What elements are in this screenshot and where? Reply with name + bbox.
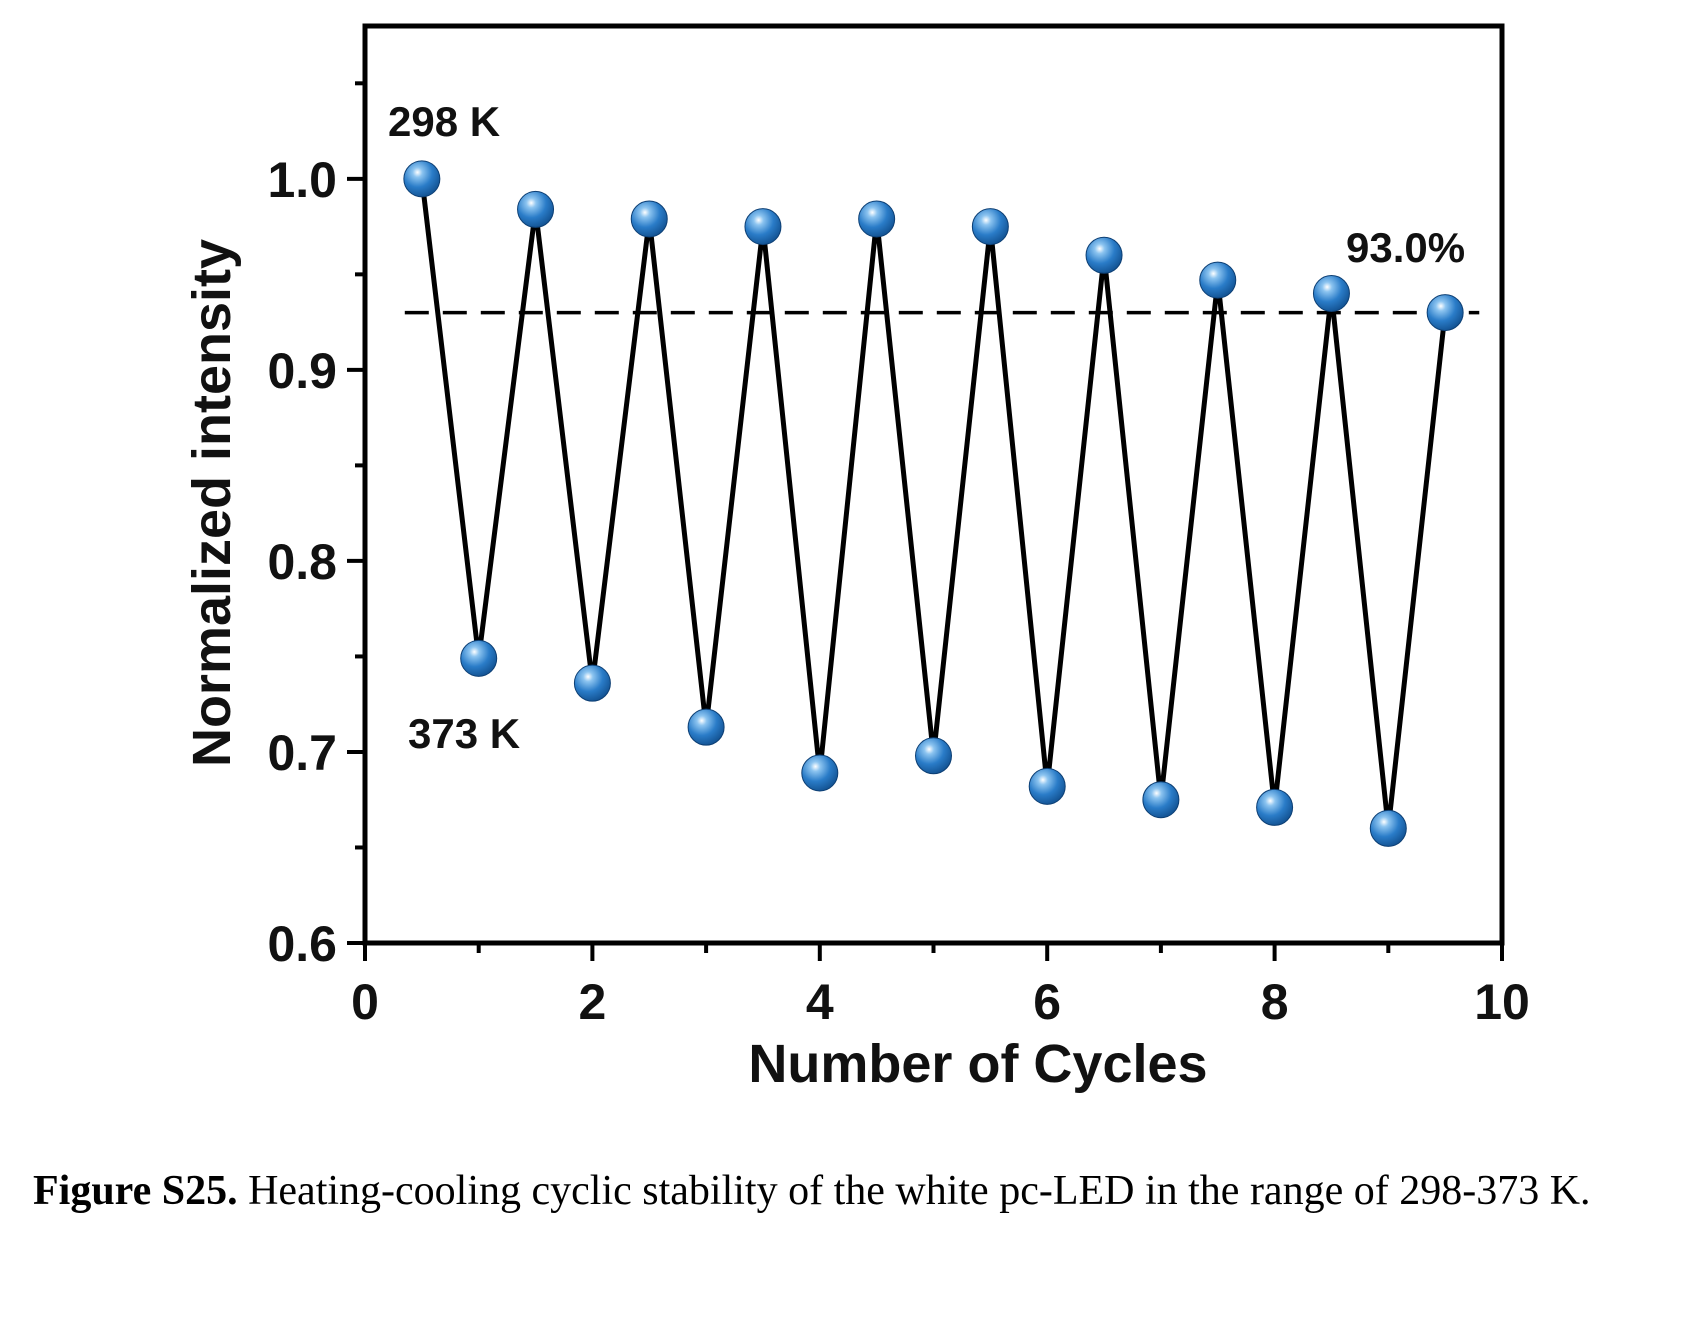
data-point bbox=[1142, 781, 1180, 819]
y-tick-label: 0.7 bbox=[267, 725, 337, 781]
x-tick-label: 0 bbox=[351, 974, 379, 1030]
y-tick-label: 0.9 bbox=[267, 343, 337, 399]
series-line bbox=[419, 178, 1448, 829]
y-tick-label: 0.8 bbox=[267, 534, 337, 590]
data-point bbox=[403, 160, 441, 198]
data-point bbox=[1028, 767, 1066, 805]
x-tick-label: 10 bbox=[1474, 974, 1530, 1030]
caption-label: Figure S25. bbox=[33, 1168, 238, 1214]
data-point bbox=[1312, 274, 1350, 312]
data-point bbox=[460, 639, 498, 677]
data-point bbox=[1369, 809, 1407, 847]
data-point bbox=[858, 200, 896, 238]
x-tick-label: 2 bbox=[578, 974, 606, 1030]
caption-text: Heating-cooling cyclic stability of the … bbox=[237, 1168, 1591, 1214]
data-point bbox=[744, 208, 782, 246]
plot-frame bbox=[362, 23, 1505, 946]
data-point bbox=[630, 200, 668, 238]
data-point bbox=[801, 754, 839, 792]
chart: 0 2 4 6 8 100.60.70.80.91.0 Number of Cycles … bbox=[182, 23, 1530, 1094]
data-point bbox=[971, 208, 1009, 246]
data-point bbox=[573, 664, 611, 702]
data-point bbox=[915, 737, 952, 775]
x-tick-label: 8 bbox=[1261, 974, 1289, 1030]
data-point bbox=[687, 708, 725, 746]
data-point bbox=[1199, 261, 1237, 299]
annotation-298k: 298 K bbox=[388, 98, 500, 145]
figure-caption: Figure S25. Heating-cooling cyclic stabi… bbox=[33, 1145, 1693, 1238]
data-point bbox=[1426, 294, 1464, 332]
x-axis-title: Number of Cycles bbox=[748, 1034, 1207, 1094]
annotation-retention: 93.0% bbox=[1346, 224, 1465, 271]
data-point bbox=[1256, 788, 1294, 826]
y-axis-title: Normalized intensity bbox=[182, 239, 242, 767]
data-point bbox=[517, 190, 555, 228]
y-tick-label: 1.0 bbox=[267, 152, 337, 208]
y-tick-label: 0.6 bbox=[267, 916, 337, 972]
annotation-373k: 373 K bbox=[408, 710, 520, 757]
x-tick-label: 6 bbox=[1033, 974, 1061, 1030]
data-point bbox=[1085, 236, 1123, 274]
x-tick-label: 4 bbox=[806, 974, 834, 1030]
